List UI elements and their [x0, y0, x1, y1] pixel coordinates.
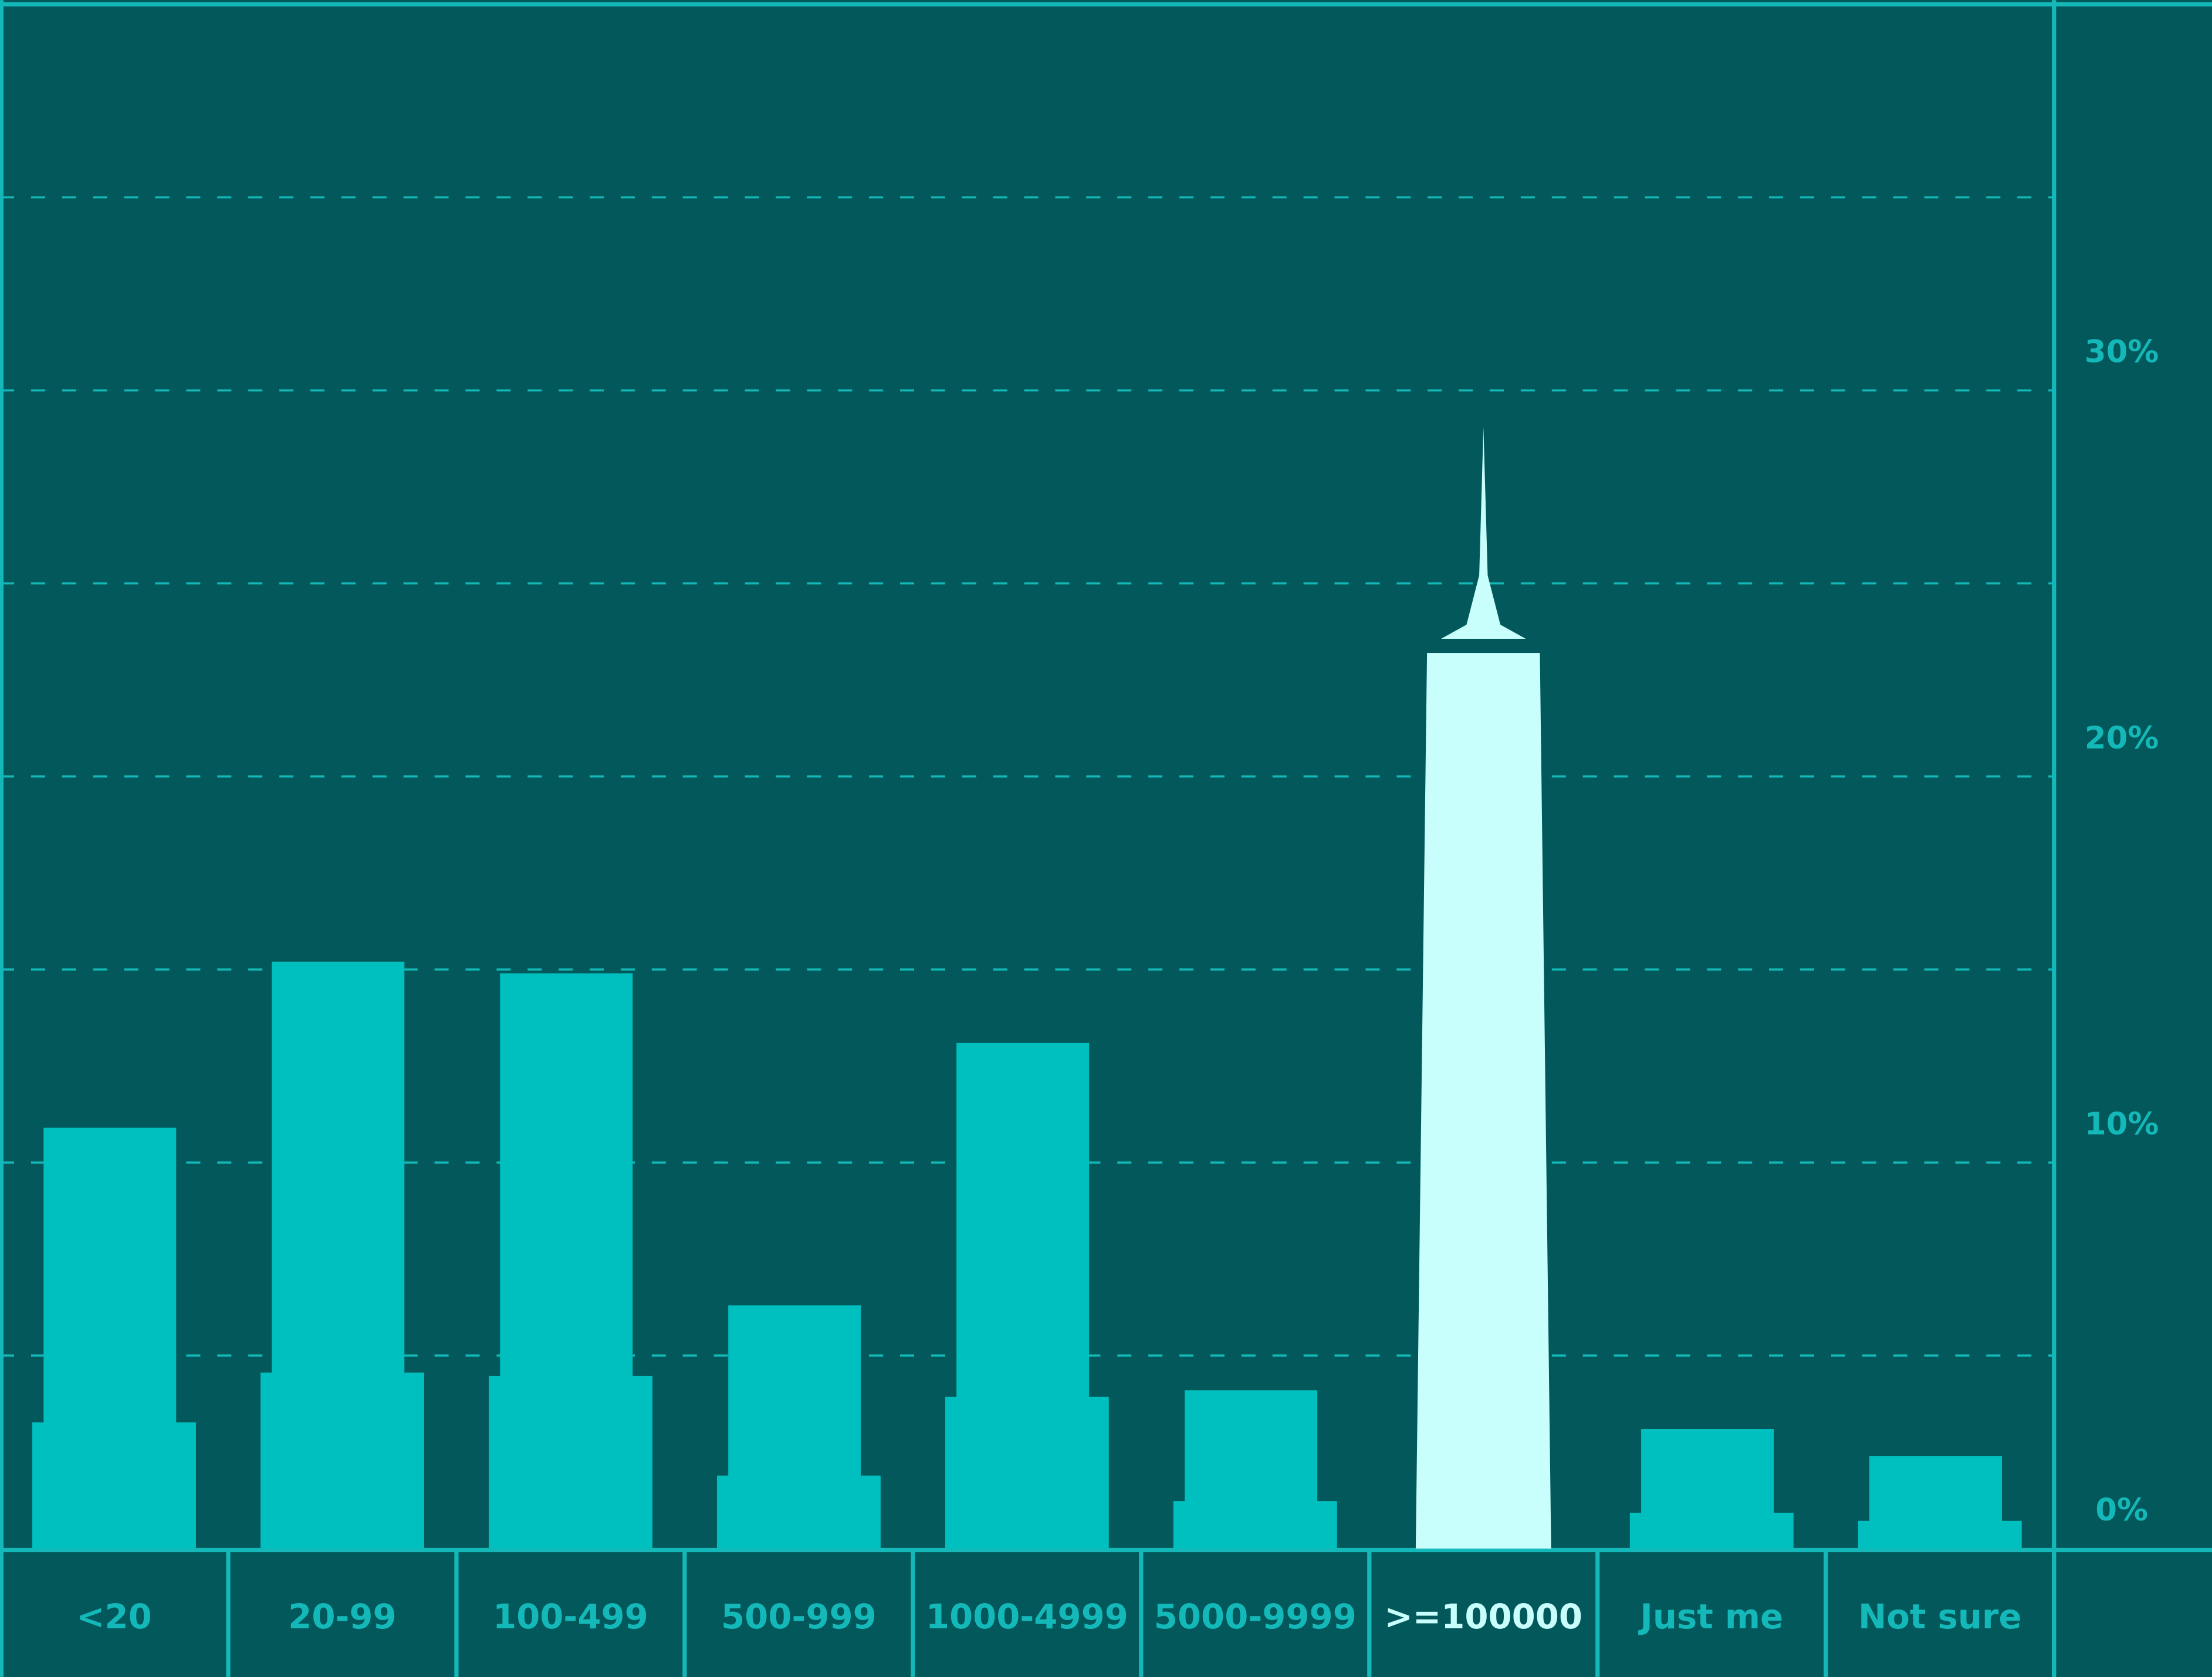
bar — [32, 1127, 196, 1549]
bar — [716, 1305, 881, 1549]
x-tick-label: Not sure — [1858, 1597, 2022, 1637]
bar — [488, 973, 652, 1549]
spire — [1441, 427, 1526, 639]
y-tick-label: 10% — [2085, 1106, 2159, 1142]
y-tick-label: 20% — [2085, 720, 2159, 756]
bar — [945, 1042, 1109, 1549]
x-tick-label: 500-999 — [721, 1597, 877, 1637]
x-tick-label: 1000-4999 — [926, 1597, 1128, 1637]
x-tick-label: 5000-9999 — [1154, 1597, 1357, 1637]
x-tick-label: <20 — [76, 1597, 152, 1637]
x-tick-label: 20-99 — [288, 1597, 397, 1637]
bar — [1415, 653, 1551, 1549]
bar — [1629, 1429, 1794, 1549]
bar — [261, 961, 424, 1549]
y-tick-label: 0% — [2095, 1492, 2148, 1528]
y-tick-label: 30% — [2085, 334, 2159, 370]
x-tick-label: Just me — [1638, 1597, 1783, 1637]
bar — [1858, 1456, 2022, 1549]
x-tick-label: >=100000 — [1385, 1597, 1583, 1637]
bar — [1173, 1390, 1337, 1549]
x-tick-label: 100-499 — [493, 1597, 648, 1637]
